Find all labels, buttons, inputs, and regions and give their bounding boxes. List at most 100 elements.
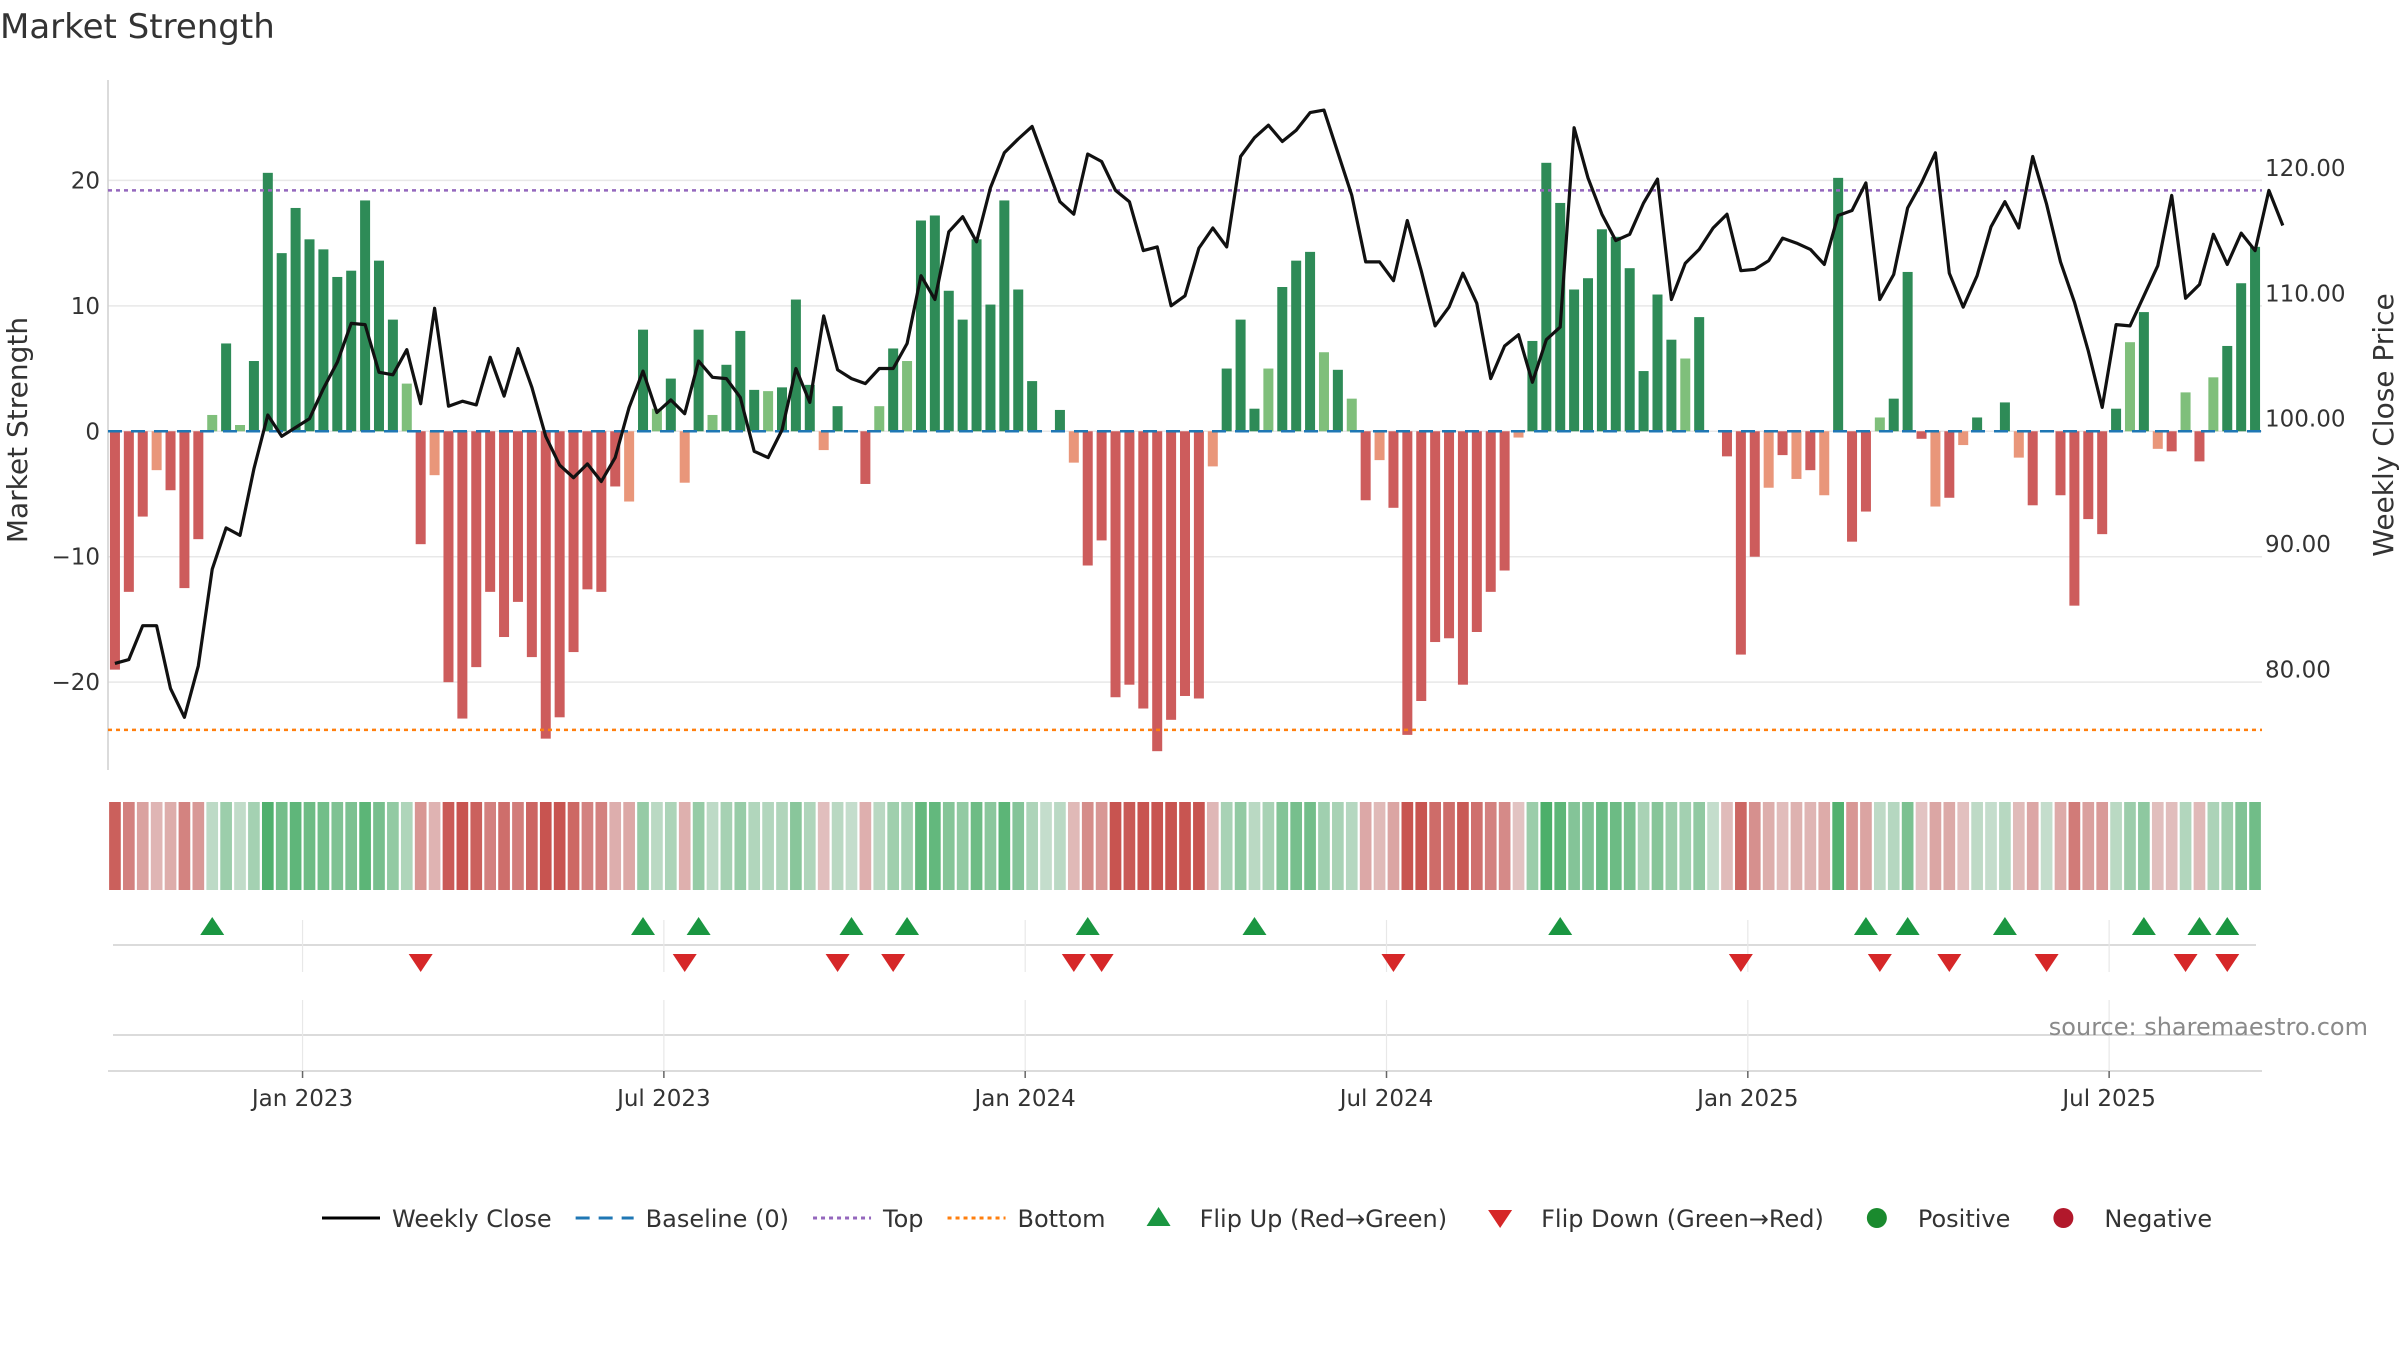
strip-cell bbox=[359, 802, 371, 890]
strip-cell bbox=[623, 802, 635, 890]
strength-bar bbox=[1847, 431, 1858, 542]
strength-bar bbox=[1666, 339, 1677, 432]
legend-label: Negative bbox=[2104, 1205, 2212, 1233]
legend-label: Baseline (0) bbox=[646, 1205, 789, 1233]
strength-bar bbox=[1972, 417, 1983, 432]
strength-bar bbox=[1624, 268, 1635, 432]
x-tick-label: Jan 2023 bbox=[250, 1086, 353, 1112]
strength-bar bbox=[1179, 431, 1191, 696]
strength-bar bbox=[1944, 431, 1955, 498]
strength-bar bbox=[902, 361, 913, 432]
strength-bar bbox=[429, 431, 440, 476]
strip-cell bbox=[345, 802, 358, 890]
strength-bar bbox=[248, 361, 259, 432]
strength-bar bbox=[415, 431, 426, 545]
strength-bar bbox=[499, 431, 510, 638]
strip-cell bbox=[2012, 802, 2025, 890]
strength-bar bbox=[1221, 368, 1232, 432]
flip-up-marker bbox=[631, 917, 656, 935]
strength-bar bbox=[1596, 229, 1607, 432]
flip-up-marker bbox=[1242, 917, 1267, 935]
legend-label: Flip Up (Red→Green) bbox=[1200, 1205, 1448, 1233]
strength-bar bbox=[1207, 431, 1218, 467]
strip-cell bbox=[942, 802, 955, 890]
strip-cell bbox=[1109, 802, 1122, 890]
strip-cell bbox=[734, 802, 747, 890]
strip-cell bbox=[275, 802, 288, 890]
strip-cell bbox=[1526, 802, 1539, 890]
strip-cell bbox=[1151, 802, 1164, 890]
strength-bar bbox=[1888, 398, 1899, 432]
strip-cell bbox=[1081, 802, 1094, 890]
strip-cell bbox=[470, 802, 483, 890]
legend-item: Baseline (0) bbox=[575, 1205, 789, 1233]
strip-cell bbox=[331, 802, 344, 890]
strength-bar bbox=[2124, 342, 2135, 432]
flip-up-marker bbox=[1853, 917, 1878, 935]
strip-cell bbox=[1540, 802, 1553, 890]
strength-bar bbox=[1527, 340, 1538, 432]
x-axis: Jan 2023 Jul 2023 Jan 2024 Jul 2024 Jan 2025… bbox=[108, 1000, 2262, 1112]
strip-cell bbox=[1040, 802, 1052, 890]
strength-bar bbox=[1305, 251, 1316, 432]
legend-item: Negative bbox=[2053, 1205, 2212, 1233]
strip-cell bbox=[553, 802, 566, 890]
strip-cell bbox=[414, 802, 427, 890]
flip-down-marker bbox=[881, 954, 906, 972]
strip-cell bbox=[1832, 802, 1844, 890]
strip-cell bbox=[859, 802, 872, 890]
strip-cell bbox=[2082, 802, 2095, 890]
strength-bar bbox=[1569, 289, 1580, 432]
strip-cell bbox=[1248, 802, 1261, 890]
weekly-close-line bbox=[114, 108, 2285, 719]
strength-bar bbox=[790, 299, 801, 432]
strength-bar bbox=[1610, 236, 1621, 432]
strip-cell bbox=[428, 802, 441, 890]
strength-bars bbox=[109, 162, 2261, 752]
strip-cell bbox=[1318, 802, 1330, 890]
strength-bar bbox=[2138, 312, 2149, 432]
strip-cell bbox=[1735, 802, 1747, 890]
legend-swatch bbox=[1488, 1210, 1513, 1228]
strength-bar bbox=[1499, 431, 1510, 571]
x-tick-label: Jan 2025 bbox=[1695, 1086, 1798, 1112]
strength-bar bbox=[1152, 431, 1163, 752]
strip-cell bbox=[915, 802, 927, 890]
strength-bar bbox=[221, 343, 232, 432]
strip-cell bbox=[303, 802, 316, 890]
strength-bar bbox=[1249, 408, 1260, 432]
flip-markers bbox=[113, 917, 2256, 972]
strip-cell bbox=[1512, 802, 1525, 890]
strength-bar bbox=[443, 431, 454, 683]
strength-bar bbox=[2097, 431, 2108, 535]
strip-cell bbox=[1276, 802, 1289, 890]
flip-down-marker bbox=[2215, 954, 2240, 972]
flip-down-marker bbox=[1089, 954, 1114, 972]
strength-bar bbox=[1999, 402, 2010, 432]
legend-item: Top bbox=[813, 1205, 924, 1233]
strip-cell bbox=[2054, 802, 2067, 890]
strip-cell bbox=[1220, 802, 1233, 890]
strength-bar bbox=[346, 270, 357, 432]
strength-bar bbox=[1346, 398, 1357, 432]
flip-down-marker bbox=[1728, 954, 1753, 972]
strength-bar bbox=[1193, 431, 1204, 699]
strength-bar bbox=[1235, 319, 1246, 432]
strip-cell bbox=[1846, 802, 1858, 890]
strip-cell bbox=[1637, 802, 1650, 890]
strip-cell bbox=[831, 802, 844, 890]
legend-label: Bottom bbox=[1018, 1205, 1106, 1233]
strip-cell bbox=[1971, 802, 1983, 890]
strength-bar bbox=[721, 364, 732, 432]
strip-cell bbox=[1484, 802, 1497, 890]
strip-cell bbox=[1901, 802, 1914, 890]
legend-label: Positive bbox=[1918, 1205, 2011, 1233]
legend: Weekly Close Baseline (0) Top Bottom Flip Up… bbox=[322, 1205, 2212, 1233]
strip-cell bbox=[1651, 802, 1664, 890]
strip-cell bbox=[817, 802, 830, 890]
strength-bar bbox=[2083, 431, 2094, 520]
strength-bar bbox=[1166, 431, 1177, 720]
strip-cell bbox=[1790, 802, 1803, 890]
legend-item: Flip Down (Green→Red) bbox=[1488, 1205, 1824, 1233]
